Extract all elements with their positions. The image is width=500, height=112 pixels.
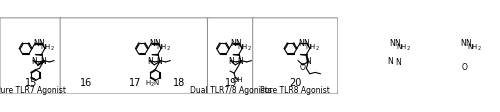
Text: N: N [230, 39, 236, 48]
Text: N: N [38, 39, 44, 48]
Text: N: N [305, 57, 310, 66]
Text: NH$_2$: NH$_2$ [238, 43, 252, 53]
Text: N: N [465, 39, 471, 48]
Text: N: N [150, 39, 155, 48]
Text: N: N [298, 39, 304, 48]
Text: NH$_2$: NH$_2$ [40, 43, 55, 53]
Text: N: N [156, 57, 162, 66]
Text: N: N [396, 58, 401, 67]
Text: N: N [228, 57, 234, 66]
Text: N: N [394, 39, 400, 48]
Text: Pure TLR8 Agonist: Pure TLR8 Agonist [260, 85, 330, 94]
Text: N: N [148, 57, 154, 66]
Text: N: N [238, 57, 243, 66]
Text: 15: 15 [24, 78, 37, 87]
Text: Pure TLR7 Agonist: Pure TLR7 Agonist [0, 85, 66, 94]
FancyBboxPatch shape [208, 19, 254, 94]
Text: Dual TLR7/8 Agonists: Dual TLR7/8 Agonists [190, 85, 272, 94]
Text: NH$_2$: NH$_2$ [396, 43, 411, 53]
Text: N: N [388, 57, 393, 66]
Text: N: N [154, 39, 160, 48]
Text: N: N [40, 57, 46, 66]
Text: N: N [236, 39, 241, 48]
FancyBboxPatch shape [0, 19, 62, 94]
FancyBboxPatch shape [252, 19, 338, 94]
Text: H$_2$N: H$_2$N [146, 78, 160, 88]
Text: NH$_2$: NH$_2$ [305, 43, 320, 53]
Text: NH$_2$: NH$_2$ [467, 43, 482, 53]
Text: O: O [462, 62, 468, 71]
Text: NH$_2$: NH$_2$ [156, 43, 172, 53]
Text: N: N [303, 39, 309, 48]
Text: N: N [33, 39, 39, 48]
Text: 20: 20 [289, 78, 302, 87]
Text: 16: 16 [80, 78, 92, 87]
FancyBboxPatch shape [60, 19, 209, 94]
Text: N: N [460, 39, 466, 48]
Text: OH: OH [233, 76, 243, 82]
Text: 19: 19 [224, 78, 237, 87]
Text: O: O [300, 62, 306, 71]
Text: N: N [32, 57, 38, 66]
Text: 18: 18 [173, 78, 185, 87]
Text: N: N [389, 39, 395, 48]
Text: 17: 17 [129, 78, 141, 87]
